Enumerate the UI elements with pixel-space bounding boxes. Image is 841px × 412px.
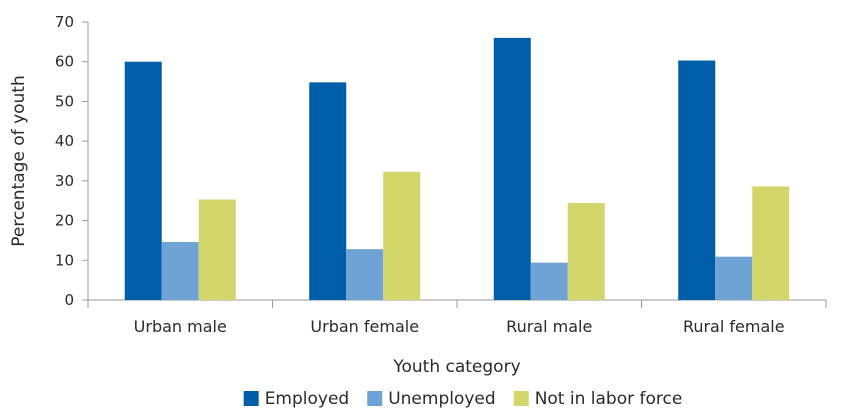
y-tick-label: 50 xyxy=(55,92,74,110)
bar-not-in-labor-force xyxy=(383,171,421,300)
bars-group xyxy=(124,37,790,301)
bar-unemployed xyxy=(161,242,199,300)
legend-swatch xyxy=(243,391,259,406)
legend-label: Employed xyxy=(265,389,350,409)
y-tick-label: 30 xyxy=(55,172,74,190)
bar-unemployed xyxy=(346,249,384,300)
y-tick-label: 10 xyxy=(55,251,74,269)
y-tick-label: 20 xyxy=(55,212,74,230)
bar-employed xyxy=(124,61,162,300)
y-axis-title: Percentage of youth xyxy=(9,75,29,247)
x-tick-label: Urban female xyxy=(310,317,419,336)
legend: Employed Unemployed Not in labor force xyxy=(243,389,683,409)
bar-unemployed xyxy=(530,262,568,300)
y-axis: 0 10 20 30 40 50 60 70 xyxy=(55,13,89,309)
bar-employed xyxy=(493,37,531,301)
bar-employed xyxy=(309,82,347,300)
legend-swatch xyxy=(513,391,529,406)
legend-label: Unemployed xyxy=(388,389,495,409)
y-tick-label: 70 xyxy=(55,13,74,31)
x-tick-label: Rural male xyxy=(506,317,592,336)
bar-not-in-labor-force xyxy=(567,203,605,300)
y-tick-label: 60 xyxy=(55,53,74,71)
x-axis: Urban male Urban female Rural male Rural fe… xyxy=(87,299,827,336)
y-tick-label: 40 xyxy=(55,132,74,150)
legend-label: Not in labor force xyxy=(535,389,683,409)
x-tick-label: Urban male xyxy=(134,317,227,336)
bar-not-in-labor-force xyxy=(752,186,790,300)
bar-not-in-labor-force xyxy=(198,199,236,300)
x-tick-label: Rural female xyxy=(683,317,785,336)
bar-employed xyxy=(678,60,716,300)
legend-swatch xyxy=(367,391,383,406)
bar-unemployed xyxy=(715,256,753,300)
x-axis-title: Youth category xyxy=(392,357,520,377)
y-tick-label: 0 xyxy=(64,291,74,309)
